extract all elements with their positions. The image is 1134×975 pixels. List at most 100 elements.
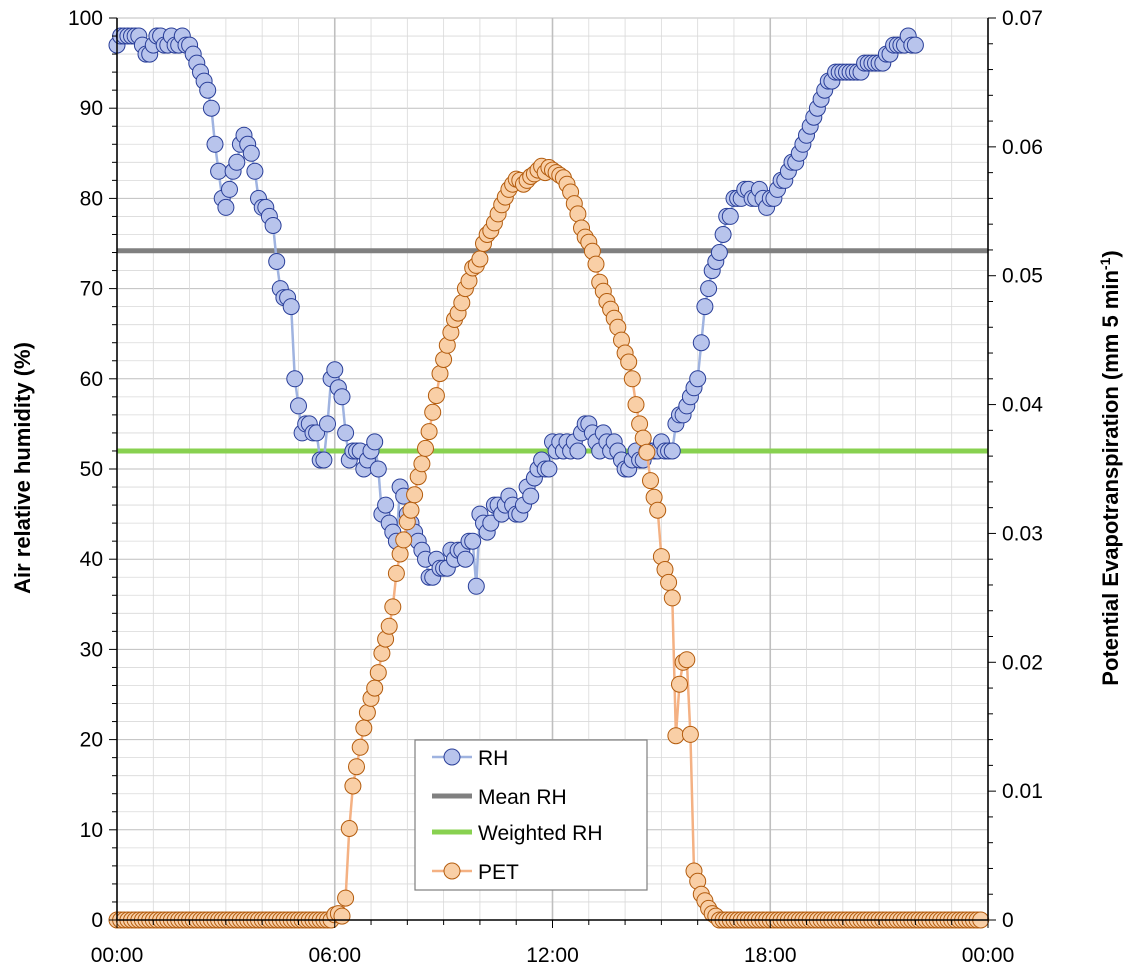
pet-point: [384, 598, 402, 616]
rh-point: [714, 226, 732, 243]
tick-labels: 0 10 20 30 40 50 60 70 80 90 100 0 0.01 0.02 0.03 0.04 0…: [68, 7, 1043, 967]
rh-point: [290, 397, 307, 415]
x-tick-label: 18:00: [744, 944, 797, 967]
x-tick-label: 00:00: [962, 944, 1015, 967]
pet-point: [380, 617, 398, 635]
y-left-tick-label: 40: [80, 548, 103, 571]
rh-point: [202, 99, 220, 117]
pet-point: [620, 353, 638, 371]
rh-point: [906, 36, 924, 54]
pet-point: [391, 545, 409, 563]
pet-point: [351, 738, 369, 756]
y-right-tick-label: 0.03: [1002, 522, 1043, 545]
y-right-tick-label: 0: [1002, 909, 1014, 932]
rh-point: [246, 162, 264, 180]
y-left-tick-label: 10: [80, 819, 103, 842]
pet-point: [642, 472, 659, 490]
rh-point: [689, 370, 707, 388]
x-tick-label: 12:00: [526, 944, 579, 967]
pet-point: [631, 415, 649, 433]
rh-point: [377, 496, 395, 514]
rh-point: [464, 532, 482, 550]
pet-point: [453, 294, 471, 312]
rh-point: [308, 424, 326, 442]
y-right-tick-label: 0.04: [1002, 394, 1043, 417]
rh-point: [456, 550, 474, 568]
y-left-tick-label: 80: [80, 187, 103, 210]
rh-point: [366, 433, 384, 451]
pet-point: [681, 725, 699, 743]
pet-point: [395, 531, 413, 549]
pet-point: [333, 907, 351, 925]
y-right-tick-label: 0.02: [1002, 651, 1043, 674]
rh-point: [369, 460, 387, 478]
pet-point: [406, 486, 424, 504]
legend-pet-label: PET: [478, 861, 519, 884]
rh-point: [337, 424, 355, 442]
y-right-axis-title-main: Potential Evapotranspiration (mm 5 min: [1098, 270, 1123, 686]
y-left-tick-label: 20: [80, 729, 103, 752]
rh-point: [696, 298, 714, 316]
pet-point: [340, 820, 358, 837]
y-left-tick-label: 90: [80, 97, 103, 120]
legend-mean-rh-label: Mean RH: [478, 786, 567, 809]
axes: [109, 17, 996, 928]
legend-item-mean-rh: Mean RH: [432, 786, 567, 809]
pet-point: [627, 396, 645, 414]
y-right-axis-title-end: ): [1098, 250, 1123, 257]
rh-point: [663, 442, 681, 460]
rh-point: [692, 334, 710, 352]
legend: RH Mean RH Weighted RH PET: [414, 739, 648, 891]
rh-series: [108, 27, 924, 595]
y-left-tick-label: 60: [80, 368, 103, 391]
pet-point: [623, 370, 641, 388]
y-right-tick-label: 0.05: [1002, 265, 1043, 288]
y-left-tick-label: 100: [68, 7, 103, 30]
rh-point: [221, 180, 238, 198]
rh-point: [217, 198, 235, 216]
y-right-tick-label: 0.01: [1002, 780, 1043, 803]
x-tick-label: 06:00: [308, 944, 361, 967]
rh-point: [264, 217, 282, 234]
y-right-tick-label: 0.07: [1002, 7, 1043, 30]
rh-point: [467, 577, 485, 595]
rh-point: [721, 207, 739, 225]
y-right-axis-title-sup: -1: [1097, 257, 1113, 270]
pet-point: [366, 679, 384, 697]
rh-point: [540, 460, 558, 478]
pet-point: [402, 501, 420, 519]
pet-point: [424, 403, 442, 421]
y-left-tick-label: 70: [80, 278, 103, 301]
rh-point: [206, 135, 224, 153]
pet-point: [678, 651, 696, 669]
pet-point: [369, 664, 387, 682]
pet-point: [348, 758, 365, 776]
pet-point: [638, 443, 656, 461]
rh-point: [315, 451, 333, 469]
rh-point: [482, 514, 500, 532]
rh-point: [522, 487, 540, 505]
pet-point: [634, 429, 652, 447]
rh-point: [268, 253, 286, 270]
y-left-tick-label: 30: [80, 638, 103, 661]
y-left-tick-label: 0: [91, 909, 103, 932]
pet-point: [649, 501, 667, 519]
rh-point: [569, 442, 587, 460]
pet-point: [337, 889, 355, 907]
rh-point: [242, 144, 260, 162]
rh-point: [282, 298, 300, 316]
legend-pet-marker: [443, 862, 461, 880]
pet-point: [471, 250, 489, 268]
pet-point: [358, 704, 376, 721]
pet-point: [387, 564, 405, 582]
pet-point: [344, 777, 362, 795]
rh-point: [199, 81, 217, 99]
rh-point: [710, 244, 728, 261]
pet-point: [427, 387, 445, 405]
y-left-axis-title: Air relative humidity (%): [10, 342, 35, 594]
legend-item-rh: RH: [432, 747, 508, 770]
pet-point: [663, 589, 681, 607]
legend-rh-label: RH: [478, 747, 508, 770]
pet-point: [431, 365, 449, 383]
legend-item-pet: PET: [432, 861, 519, 884]
